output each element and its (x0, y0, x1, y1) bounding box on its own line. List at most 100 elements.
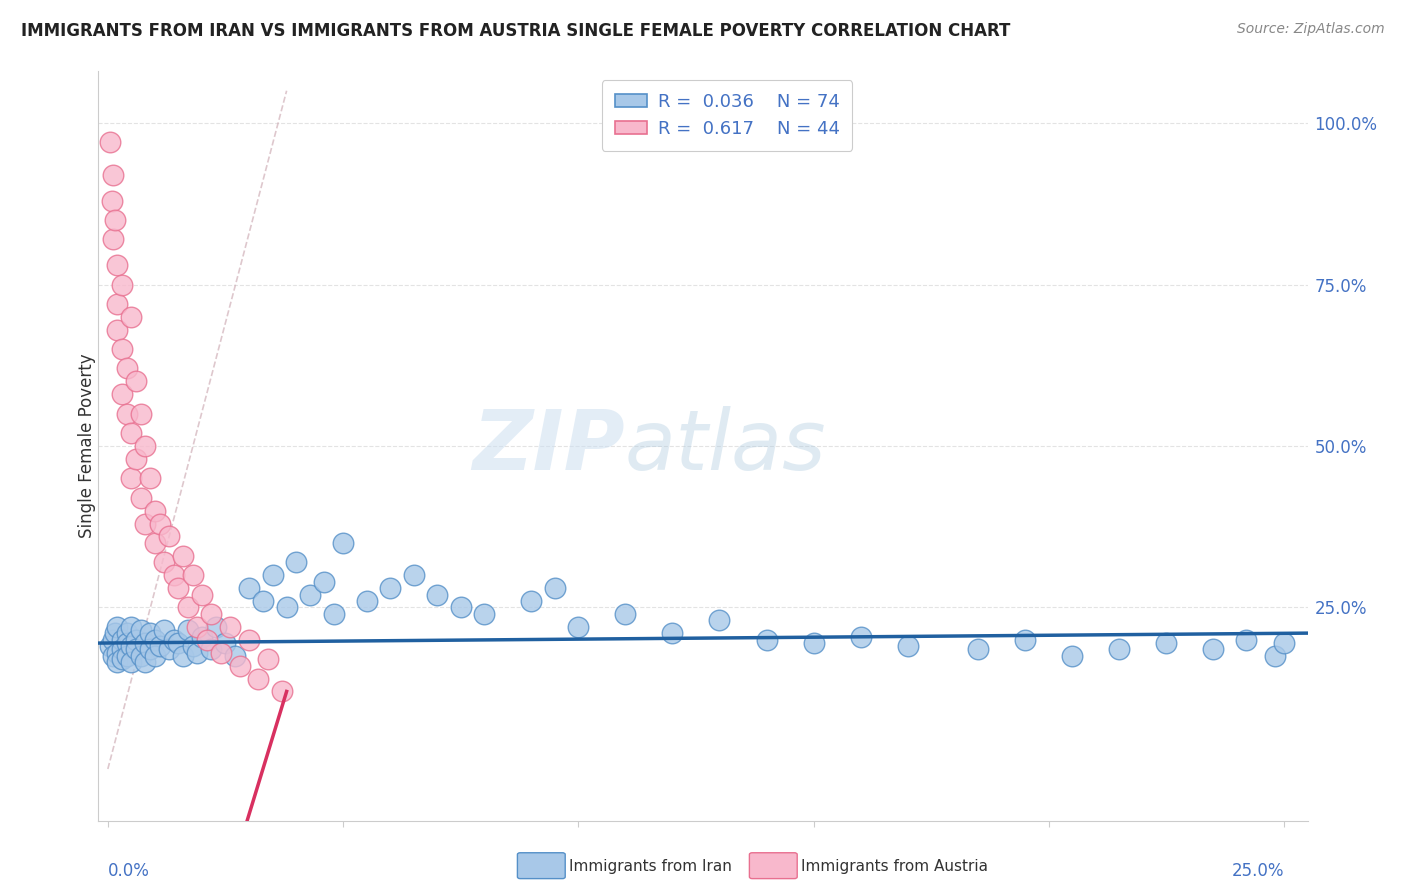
Point (520, 594, 543, 608)
Point (111, 642, 134, 657)
Point (101, 632, 124, 647)
Point (544, 581, 567, 595)
Point (167, 581, 190, 595)
Point (271, 684, 294, 698)
Point (167, 636, 190, 650)
Text: IMMIGRANTS FROM IRAN VS IMMIGRANTS FROM AUSTRIA SINGLE FEMALE POVERTY CORRELATIO: IMMIGRANTS FROM IRAN VS IMMIGRANTS FROM … (21, 22, 1011, 40)
Point (105, 620, 128, 634)
Point (1062, 648, 1084, 663)
Point (1108, 642, 1130, 657)
Point (134, 439, 156, 453)
Point (105, 258, 128, 272)
Point (120, 471, 142, 485)
Point (709, 614, 731, 628)
Point (143, 648, 166, 663)
Point (125, 632, 148, 647)
Point (191, 588, 214, 602)
Point (1156, 636, 1178, 650)
Point (402, 568, 425, 582)
Point (567, 620, 589, 634)
Point (181, 568, 204, 582)
Point (1202, 642, 1225, 657)
Point (191, 630, 214, 644)
Point (426, 588, 449, 602)
Point (163, 568, 186, 582)
Point (120, 620, 142, 634)
Point (139, 471, 162, 485)
Point (105, 323, 128, 337)
Point (129, 491, 152, 505)
Point (177, 623, 200, 637)
Y-axis label: Single Female Poverty: Single Female Poverty (79, 354, 96, 538)
Point (115, 626, 138, 640)
Point (177, 600, 200, 615)
Point (209, 646, 232, 660)
Point (1234, 632, 1257, 647)
Point (247, 672, 270, 686)
Point (897, 639, 920, 653)
Point (224, 648, 246, 663)
Point (755, 632, 778, 647)
Point (322, 607, 344, 621)
Point (111, 632, 134, 647)
Point (105, 656, 128, 670)
Point (157, 529, 180, 543)
Point (205, 620, 228, 634)
Point (115, 636, 138, 650)
Point (98, 639, 121, 653)
Point (314, 574, 336, 589)
Point (143, 536, 166, 550)
Point (134, 516, 156, 531)
Point (186, 620, 208, 634)
Point (104, 626, 127, 640)
Point (149, 639, 172, 653)
Point (163, 632, 186, 647)
Point (238, 581, 260, 595)
Point (115, 648, 138, 663)
Point (120, 310, 142, 324)
Point (120, 639, 142, 653)
Point (111, 387, 134, 401)
Text: 25.0%: 25.0% (1232, 862, 1284, 880)
Point (200, 642, 222, 657)
Point (120, 656, 142, 670)
Text: 0.0%: 0.0% (108, 862, 149, 880)
Point (139, 626, 162, 640)
Point (105, 646, 128, 660)
Point (172, 648, 194, 663)
Point (134, 636, 156, 650)
Point (200, 607, 222, 621)
Point (115, 407, 138, 421)
Point (276, 600, 298, 615)
Point (120, 426, 142, 441)
Point (143, 503, 166, 517)
Point (214, 636, 236, 650)
Point (614, 607, 637, 621)
Point (153, 623, 176, 637)
Point (125, 375, 148, 389)
Point (101, 648, 124, 663)
Text: Source: ZipAtlas.com: Source: ZipAtlas.com (1237, 22, 1385, 37)
Point (101, 232, 124, 246)
Point (356, 594, 378, 608)
Point (378, 581, 401, 595)
Point (143, 632, 166, 647)
Point (285, 555, 308, 569)
Point (125, 451, 148, 466)
Point (111, 277, 134, 292)
Point (129, 407, 152, 421)
Point (228, 658, 250, 673)
Point (100, 194, 122, 208)
Point (172, 549, 194, 563)
Point (1014, 632, 1036, 647)
Text: atlas: atlas (624, 406, 827, 486)
Point (1264, 648, 1286, 663)
Point (125, 642, 148, 657)
Text: Immigrants from Iran: Immigrants from Iran (569, 859, 733, 873)
Point (661, 626, 683, 640)
Point (186, 646, 208, 660)
Point (104, 213, 127, 227)
Point (967, 642, 990, 657)
Point (181, 639, 204, 653)
Point (134, 656, 156, 670)
